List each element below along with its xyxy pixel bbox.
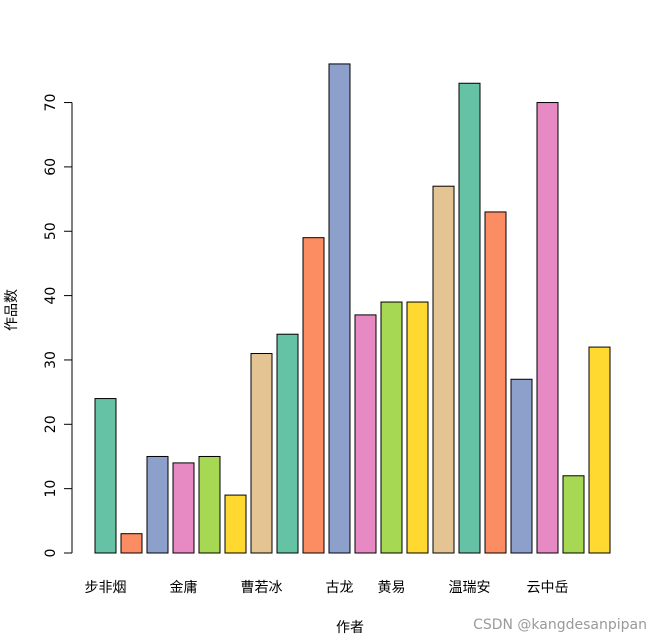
bar-16 xyxy=(484,211,507,554)
bar-17 xyxy=(510,378,533,554)
bar-18 xyxy=(536,102,559,554)
bar-19 xyxy=(562,475,585,554)
x-category-label: 曹若冰 xyxy=(241,580,283,596)
x-category-label: 黄易 xyxy=(378,579,406,596)
y-tick-label: 70 xyxy=(43,94,59,112)
y-tick-label: 50 xyxy=(43,222,59,240)
bar-2 xyxy=(120,533,143,554)
x-category-label: 云中岳 xyxy=(527,580,569,596)
bar-10 xyxy=(328,63,351,554)
bar-6 xyxy=(224,494,247,554)
bar-1 xyxy=(94,398,117,554)
bar-14 xyxy=(432,185,455,554)
bar-3 xyxy=(146,455,169,554)
x-category-label: 金庸 xyxy=(170,579,198,596)
x-category-label: 古龙 xyxy=(326,580,354,596)
bars-group xyxy=(94,63,611,554)
x-axis-title: 作者 xyxy=(336,620,364,636)
bar-15 xyxy=(458,82,481,554)
y-tick-label: 0 xyxy=(43,549,59,558)
x-axis-category-labels: 步非烟 金庸 曹若冰 古龙 黄易 温瑞安 云中岳 xyxy=(85,579,569,596)
bar-5 xyxy=(198,455,221,554)
y-axis-title: 作品数 xyxy=(4,289,20,331)
y-tick-label: 40 xyxy=(43,287,59,305)
bar-4 xyxy=(172,462,195,554)
bar-9 xyxy=(302,237,325,554)
x-category-label: 步非烟 xyxy=(85,580,127,596)
bar-8 xyxy=(276,333,299,554)
bar-20 xyxy=(588,346,611,554)
watermark: CSDN @kangdesanpipan xyxy=(473,617,647,633)
y-tick-label: 30 xyxy=(43,351,59,369)
bar-13 xyxy=(406,301,429,554)
y-tick-label: 20 xyxy=(43,415,59,433)
y-tick-label: 10 xyxy=(43,480,59,498)
bar-11 xyxy=(354,314,377,554)
bar-12 xyxy=(380,301,403,554)
bar-7 xyxy=(250,353,273,554)
x-category-label: 温瑞安 xyxy=(449,580,491,596)
y-axis: 0 10 20 30 40 50 60 70 xyxy=(43,94,73,558)
y-tick-label: 60 xyxy=(43,158,59,176)
